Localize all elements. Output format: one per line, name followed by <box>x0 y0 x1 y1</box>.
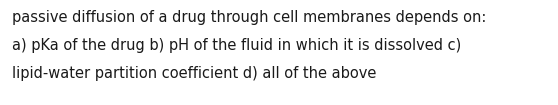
Text: passive diffusion of a drug through cell membranes depends on:: passive diffusion of a drug through cell… <box>12 10 487 25</box>
Text: a) pKa of the drug b) pH of the fluid in which it is dissolved c): a) pKa of the drug b) pH of the fluid in… <box>12 38 461 53</box>
Text: lipid-water partition coefficient d) all of the above: lipid-water partition coefficient d) all… <box>12 66 377 81</box>
